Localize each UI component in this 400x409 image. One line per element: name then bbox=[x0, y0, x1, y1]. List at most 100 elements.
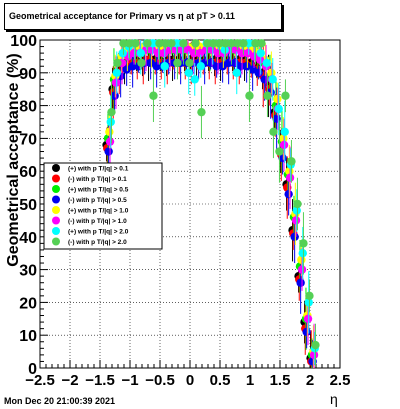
data-point bbox=[254, 68, 263, 78]
data-point bbox=[296, 278, 305, 287]
x-tick-label: −2.5 bbox=[25, 372, 55, 389]
data-point bbox=[131, 39, 140, 48]
x-tick-label: 0 bbox=[186, 372, 194, 389]
y-tick-label: 30 bbox=[19, 263, 37, 280]
data-point bbox=[233, 39, 242, 48]
data-point bbox=[105, 127, 114, 137]
x-tick-label: −2 bbox=[61, 372, 78, 389]
data-point bbox=[209, 39, 218, 48]
data-point bbox=[309, 350, 319, 360]
data-point bbox=[245, 91, 254, 100]
data-point bbox=[263, 91, 272, 100]
x-tick-label: 0.5 bbox=[210, 372, 231, 389]
data-point bbox=[299, 239, 308, 248]
data-point bbox=[107, 107, 116, 117]
data-point bbox=[105, 137, 115, 146]
data-point bbox=[267, 68, 276, 78]
data-point bbox=[153, 48, 163, 58]
data-point bbox=[179, 39, 188, 48]
data-point bbox=[302, 327, 311, 337]
legend-box bbox=[43, 162, 163, 250]
data-point bbox=[112, 68, 121, 78]
data-point bbox=[165, 45, 175, 55]
data-point bbox=[298, 249, 307, 258]
data-point bbox=[185, 58, 194, 68]
data-point bbox=[111, 78, 121, 87]
legend-marker bbox=[52, 237, 60, 246]
data-point bbox=[190, 75, 199, 84]
y-tick-label: 0 bbox=[28, 361, 37, 378]
data-point bbox=[291, 216, 301, 225]
data-point bbox=[275, 147, 284, 156]
data-point bbox=[274, 104, 283, 114]
data-point bbox=[161, 39, 170, 48]
data-marks bbox=[102, 39, 320, 368]
data-point bbox=[149, 91, 158, 100]
x-tick-label: −0.5 bbox=[145, 372, 175, 389]
x-axis-label: η bbox=[330, 391, 338, 407]
series-7 bbox=[107, 39, 320, 367]
title-box: Geometrical acceptance for Primary vs η … bbox=[4, 3, 282, 30]
data-point bbox=[173, 58, 182, 68]
data-point bbox=[297, 265, 307, 274]
data-point bbox=[251, 39, 260, 48]
data-point bbox=[128, 62, 137, 71]
data-point bbox=[311, 340, 320, 350]
data-point bbox=[239, 39, 248, 48]
data-point bbox=[201, 45, 211, 55]
data-point bbox=[119, 39, 128, 48]
legend-marker bbox=[52, 206, 60, 214]
data-point bbox=[137, 58, 146, 68]
data-point bbox=[256, 48, 265, 58]
y-axis-label: Geometrical acceptance (%) bbox=[5, 53, 22, 267]
legend-label: (-) with p T/|q| > 0.1 bbox=[68, 176, 127, 183]
legend-marker bbox=[52, 164, 60, 172]
data-point bbox=[304, 298, 313, 307]
legend-label: (-) with p T/|q| > 2.0 bbox=[68, 239, 127, 246]
y-tick-label: 20 bbox=[19, 295, 37, 312]
data-point bbox=[155, 39, 164, 48]
data-point bbox=[293, 199, 302, 209]
data-point bbox=[184, 68, 193, 78]
legend-marker bbox=[52, 195, 60, 204]
legend-label: (+) with p T/|q| > 0.5 bbox=[68, 187, 129, 194]
data-point bbox=[160, 62, 169, 71]
data-point bbox=[203, 39, 212, 48]
legend-marker bbox=[52, 227, 60, 235]
data-point bbox=[224, 58, 233, 68]
data-point bbox=[285, 173, 295, 182]
data-point bbox=[305, 291, 314, 301]
data-point bbox=[213, 48, 223, 58]
data-point bbox=[237, 48, 247, 58]
data-point bbox=[292, 206, 301, 215]
y-tick-label: 40 bbox=[19, 230, 37, 247]
data-point bbox=[279, 134, 288, 143]
data-point bbox=[191, 39, 200, 48]
data-point bbox=[152, 62, 161, 71]
legend-marker bbox=[52, 174, 60, 183]
data-point bbox=[303, 314, 313, 323]
data-point bbox=[189, 48, 199, 58]
x-tick-label: −1.5 bbox=[85, 372, 115, 389]
legend-label: (+) with p T/|q| > 1.0 bbox=[68, 208, 129, 215]
data-point bbox=[281, 91, 290, 100]
data-point bbox=[118, 48, 127, 58]
y-tick-label: 100 bbox=[10, 33, 37, 50]
data-point bbox=[279, 140, 289, 150]
data-point bbox=[196, 62, 205, 71]
data-point bbox=[167, 39, 176, 48]
x-tick-label: 2.5 bbox=[330, 372, 351, 389]
data-point bbox=[290, 232, 299, 241]
data-point bbox=[255, 55, 265, 64]
y-tick-label: 60 bbox=[19, 164, 37, 181]
legend-label: (-) with p T/|q| > 0.5 bbox=[68, 197, 127, 204]
x-tick-label: 2 bbox=[306, 372, 314, 389]
x-tick-label: −1 bbox=[121, 372, 138, 389]
x-tick-label: 1.5 bbox=[270, 372, 291, 389]
data-point bbox=[287, 157, 296, 166]
data-point bbox=[171, 45, 181, 55]
y-tick-label: 50 bbox=[19, 197, 37, 214]
data-point bbox=[113, 58, 122, 68]
data-point bbox=[106, 117, 115, 127]
